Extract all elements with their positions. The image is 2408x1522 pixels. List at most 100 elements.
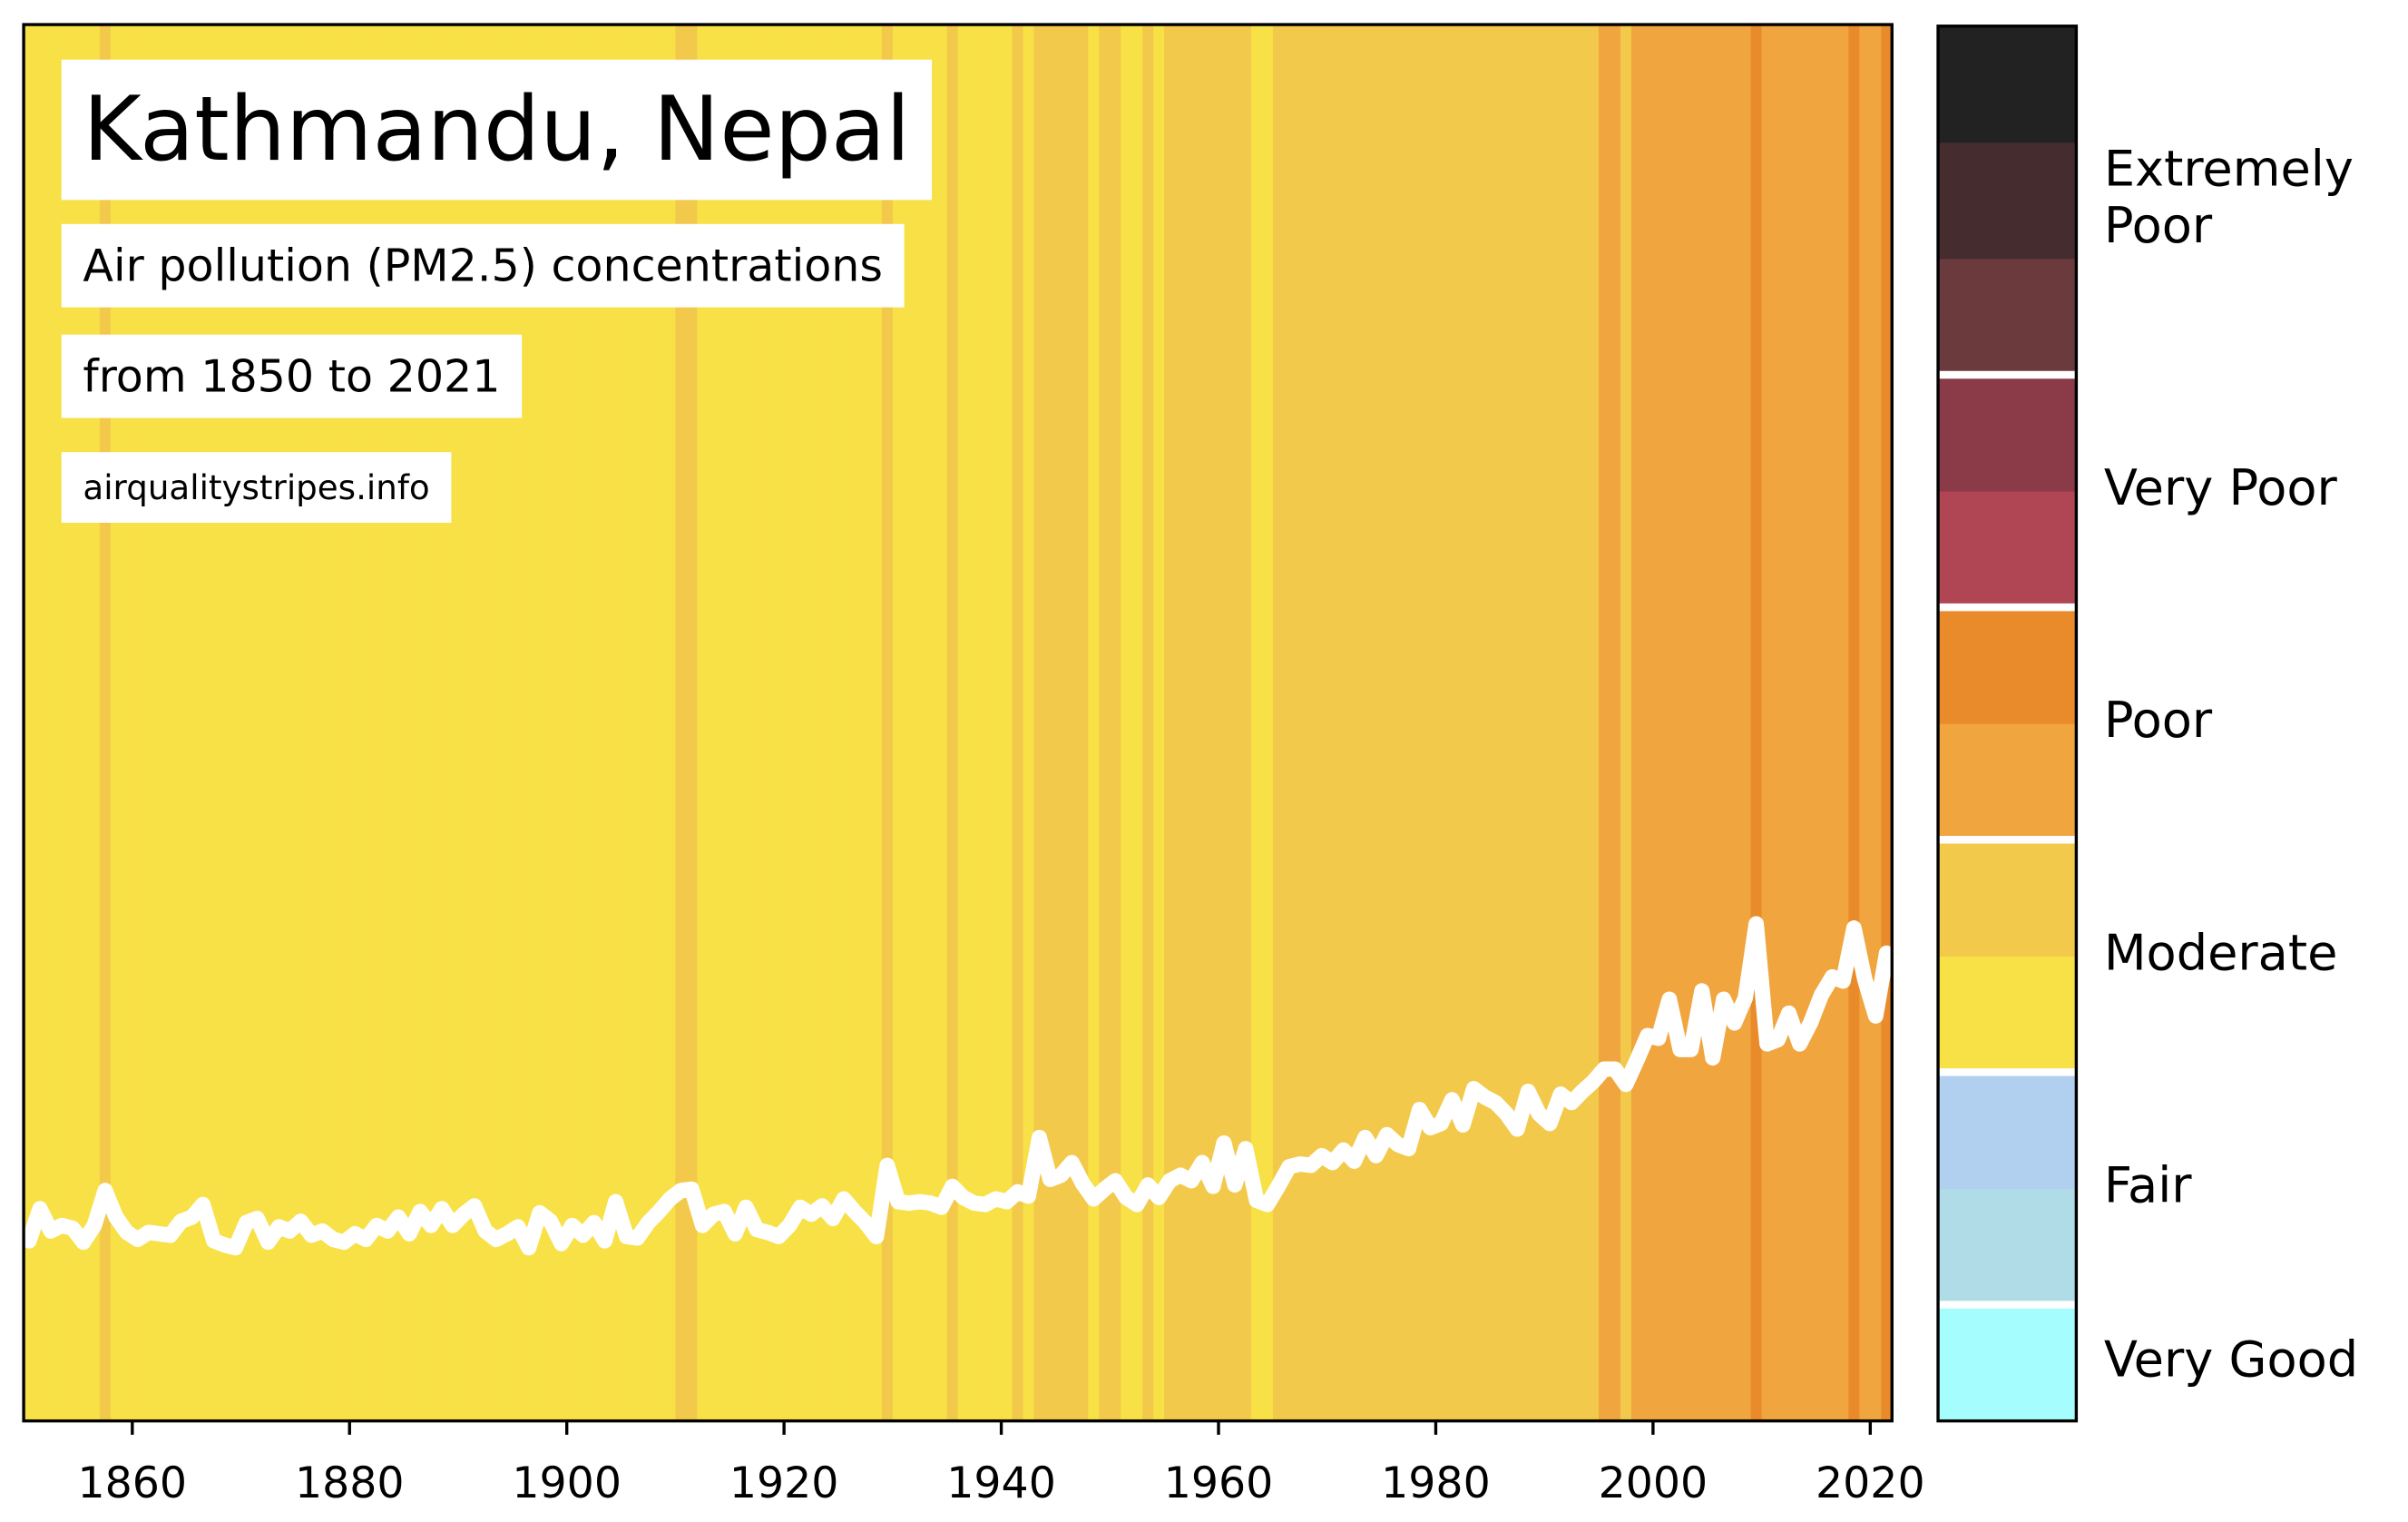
stripe [1044, 25, 1057, 1421]
stripe [1435, 25, 1448, 1421]
colorbar-band [1938, 1072, 2077, 1189]
stripe [1446, 25, 1459, 1421]
x-tick-label: 1960 [1164, 1458, 1274, 1508]
colorbar-label: Very Good [2104, 1331, 2358, 1388]
stripe [1772, 25, 1785, 1421]
stripe [957, 25, 970, 1421]
stripe [1066, 25, 1079, 1421]
stripe [1294, 25, 1307, 1421]
stripe [1219, 25, 1230, 1421]
colorbar-band [1938, 374, 2077, 492]
colorbar-label-line: Moderate [2104, 924, 2338, 981]
stripe [686, 25, 699, 1421]
stripe [1457, 25, 1470, 1421]
stripe [1588, 25, 1600, 1421]
colorbar-band [1938, 723, 2077, 840]
stripe [881, 25, 894, 1421]
subtitle: Air pollution (PM2.5) concentrations [83, 240, 883, 292]
stripe [544, 25, 557, 1421]
stripe [1859, 25, 1872, 1421]
stripe [1468, 25, 1481, 1421]
colorbar-band [1938, 142, 2077, 260]
stripe [1305, 25, 1317, 1421]
stripe [827, 25, 839, 1421]
stripe [1566, 25, 1578, 1421]
stripe [1610, 25, 1621, 1421]
stripe [1490, 25, 1502, 1421]
stripe [979, 25, 992, 1421]
stripe [555, 25, 568, 1421]
stripe [1012, 25, 1024, 1421]
stripe [642, 25, 655, 1421]
stripe [1381, 25, 1394, 1421]
stripe [1055, 25, 1068, 1421]
stripe [1881, 25, 1893, 1421]
stripe [1501, 25, 1512, 1421]
stripe [675, 25, 688, 1421]
colorbar-band [1938, 956, 2077, 1073]
stripe [34, 25, 46, 1421]
colorbar-band [1938, 258, 2077, 376]
stripe [1533, 25, 1545, 1421]
stripe [588, 25, 601, 1421]
stripe [935, 25, 948, 1421]
stripe [1424, 25, 1437, 1421]
stripe [1142, 25, 1154, 1421]
stripe [1197, 25, 1209, 1421]
x-tick-label: 1860 [78, 1458, 188, 1508]
stripe [773, 25, 785, 1421]
stripe [1164, 25, 1176, 1421]
stripe [1783, 25, 1796, 1421]
colorbar-band [1938, 607, 2077, 724]
stripe [24, 25, 35, 1421]
stripe [1848, 25, 1861, 1421]
stripe [1718, 25, 1730, 1421]
stripe [740, 25, 752, 1421]
stripe [1110, 25, 1121, 1421]
stripe [523, 25, 535, 1421]
stripe [599, 25, 612, 1421]
stripe [1652, 25, 1665, 1421]
stripe [610, 25, 622, 1421]
colorbar-label-line: Fair [2104, 1156, 2192, 1213]
stripe [990, 25, 1003, 1421]
stripe [1739, 25, 1752, 1421]
stripe [1250, 25, 1263, 1421]
x-tick-label: 1940 [946, 1458, 1056, 1508]
stripe [859, 25, 872, 1421]
stripe [1403, 25, 1415, 1421]
colorbar-label-line: Poor [2104, 197, 2213, 254]
stripe [1337, 25, 1350, 1421]
stripe [1272, 25, 1285, 1421]
stripe [1359, 25, 1372, 1421]
stripe [1316, 25, 1328, 1421]
colorbar-label: Moderate [2104, 924, 2338, 981]
stripe [1088, 25, 1100, 1421]
stripe [1685, 25, 1698, 1421]
stripe [784, 25, 796, 1421]
stripe [577, 25, 590, 1421]
stripe [870, 25, 883, 1421]
colorbar-label-line: Very Good [2104, 1331, 2358, 1388]
stripe [1870, 25, 1882, 1421]
stripe [1479, 25, 1491, 1421]
x-tick-label: 1900 [512, 1458, 622, 1508]
stripe [1522, 25, 1534, 1421]
stripe [925, 25, 937, 1421]
colorbar-label: Extremely Poor [2104, 140, 2354, 254]
stripe [1707, 25, 1719, 1421]
stripe [45, 25, 57, 1421]
stripe [848, 25, 861, 1421]
source-box [61, 452, 452, 524]
stripe [1674, 25, 1687, 1421]
stripe [837, 25, 850, 1421]
stripe [1023, 25, 1035, 1421]
stripe [621, 25, 633, 1421]
stripe [1033, 25, 1046, 1421]
stripe [903, 25, 915, 1421]
stripe [1186, 25, 1198, 1421]
pollution-line [21, 916, 1894, 1256]
stripe [1577, 25, 1589, 1421]
